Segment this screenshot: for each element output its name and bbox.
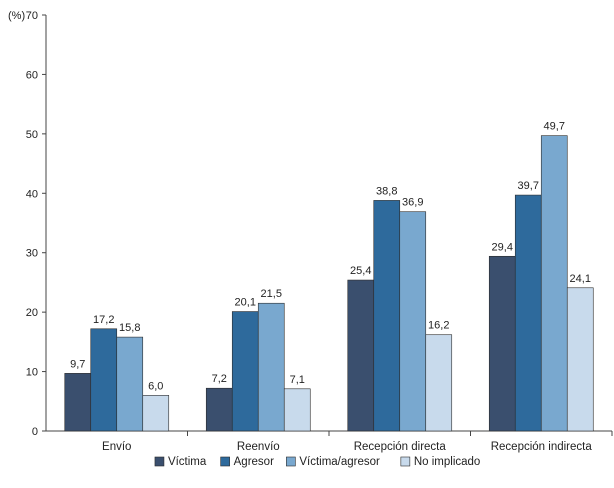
legend-swatch: [220, 456, 230, 467]
y-ticks: 0 10 20 30 40 50 60 70: [26, 10, 46, 438]
bar-v-ctima-3: [488, 255, 516, 432]
bar-no-implicado-2: [425, 334, 453, 432]
data-labels: 9,7 17,2 15,8 6,0 7,2 20,1 21,5 7,1 25,4 38,8 36,9…: [70, 121, 591, 393]
category-labels: Envío Reenvío Recepción directa Recepción i…: [102, 431, 613, 453]
legend: Víctima Agresor Víctima/agresor No implicad…: [154, 456, 480, 468]
bar-no-implicado-1: [283, 388, 311, 432]
data-label: 7,1: [290, 374, 305, 386]
bar-v-ctima-agresor-0: [116, 336, 144, 432]
data-label: 25,4: [350, 265, 371, 277]
legend-swatch: [400, 456, 411, 467]
legend-entry: Víctima/agresor: [299, 456, 380, 468]
data-label: 7,2: [212, 373, 227, 385]
bar-no-implicado-0: [142, 395, 170, 432]
data-label: 39,7: [518, 180, 539, 192]
data-label: 9,7: [70, 358, 85, 370]
y-axis-label: (%): [8, 10, 25, 22]
data-label: 6,0: [148, 380, 163, 392]
legend-swatch: [154, 456, 165, 467]
y-tick-label: 0: [32, 426, 38, 438]
data-label: 24,1: [570, 273, 591, 285]
bar-no-implicado-3: [566, 287, 594, 432]
bar-agresor-0: [90, 328, 118, 432]
bar-v-ctima-2: [347, 279, 375, 432]
bar-agresor-3: [514, 194, 542, 432]
y-tick-label: 60: [26, 69, 38, 81]
y-tick-label: 70: [26, 10, 38, 22]
bar-v-ctima-agresor-2: [399, 211, 427, 432]
data-label: 21,5: [261, 288, 282, 300]
category-label: Recepción indirecta: [491, 441, 593, 453]
bar-v-ctima-agresor-3: [540, 135, 568, 432]
bar-v-ctima-0: [64, 373, 92, 432]
category-label: Reenvío: [237, 441, 280, 453]
y-tick-label: 30: [26, 248, 38, 260]
y-tick-label: 10: [26, 367, 38, 379]
legend-swatch: [286, 456, 296, 467]
data-label: 49,7: [544, 121, 565, 133]
category-label: Envío: [102, 441, 131, 453]
y-tick-label: 50: [26, 129, 38, 141]
data-label: 15,8: [119, 322, 140, 334]
legend-entry: Víctima: [168, 456, 207, 468]
data-label: 38,8: [376, 185, 397, 197]
data-label: 29,4: [492, 241, 513, 253]
bars: [64, 135, 594, 432]
data-label: 17,2: [93, 314, 114, 326]
bar-agresor-2: [373, 200, 401, 432]
bar-v-ctima-agresor-1: [257, 302, 285, 432]
legend-entry: Agresor: [234, 456, 274, 468]
bar-agresor-1: [231, 311, 259, 432]
data-label: 16,2: [428, 320, 449, 332]
y-tick-label: 20: [26, 307, 38, 319]
bar-v-ctima-1: [205, 387, 233, 432]
category-label: Recepción directa: [354, 441, 447, 453]
y-tick-label: 40: [26, 188, 38, 200]
data-label: 36,9: [402, 197, 423, 209]
legend-entry: No implicado: [414, 456, 480, 468]
data-label: 20,1: [235, 297, 256, 309]
